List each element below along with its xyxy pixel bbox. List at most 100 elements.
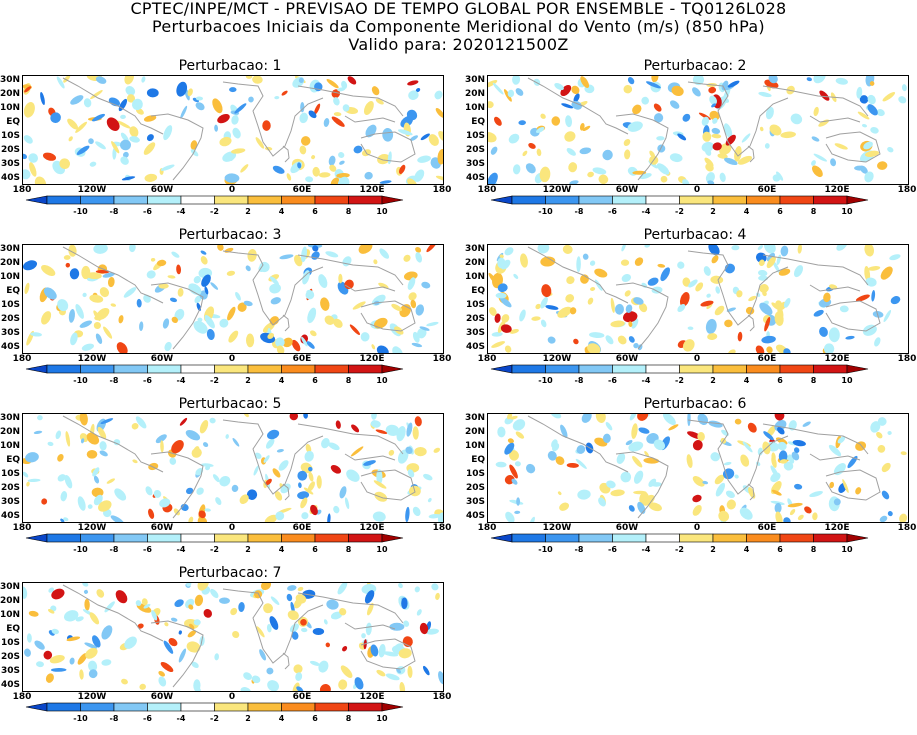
lat-label: 30S [0, 666, 20, 676]
anomaly-blob [219, 318, 229, 328]
anomaly-blob [833, 498, 841, 506]
anomaly-blob [867, 266, 881, 271]
anomaly-blob [358, 245, 373, 254]
anomaly-blob [774, 414, 785, 421]
anomaly-blob [727, 80, 740, 88]
colorbar: -10 -8 -6 -4 -2 2 4 6 8 10 [490, 195, 869, 216]
map-plot [22, 244, 444, 354]
anomaly-blob [298, 77, 304, 83]
anomaly-blob [269, 283, 281, 294]
anomaly-blob [511, 478, 518, 485]
anomaly-blob [289, 414, 298, 421]
anomaly-blob [196, 487, 204, 495]
anomaly-blob [51, 628, 59, 635]
anomaly-blob [490, 146, 498, 155]
anomaly-blob [329, 164, 337, 172]
anomaly-blob [711, 255, 719, 264]
colorbar-segment [545, 195, 580, 205]
anomaly-blob [776, 171, 784, 181]
anomaly-blob [633, 297, 644, 305]
anomaly-blob [305, 290, 315, 300]
anomaly-blob [243, 672, 253, 680]
anomaly-blob [639, 491, 649, 506]
anomaly-blob [79, 669, 84, 680]
anomaly-blob [155, 434, 167, 444]
anomaly-blob [173, 508, 181, 516]
anomaly-blob [156, 259, 167, 267]
lat-label: 10S [0, 131, 20, 141]
anomaly-blob [856, 86, 863, 99]
coastline [687, 250, 789, 326]
anomaly-blob [790, 113, 803, 125]
anomaly-blob [194, 594, 204, 607]
anomaly-blob [818, 119, 830, 127]
anomaly-blob [598, 497, 606, 507]
anomaly-blob [88, 138, 94, 145]
colorbar-tick-label: -10 [73, 545, 88, 554]
anomaly-blob [371, 344, 376, 350]
anomaly-blob [198, 510, 206, 519]
anomaly-blob [185, 487, 194, 495]
anomaly-blob [328, 442, 340, 451]
anomaly-blob [42, 152, 57, 161]
anomaly-blob [278, 460, 289, 471]
colorbar-tick-label: -6 [143, 545, 152, 554]
anomaly-blob [347, 76, 357, 85]
colorbar-segment [180, 533, 215, 543]
anomaly-blob [766, 252, 775, 262]
lon-label: 120E [359, 354, 385, 364]
anomaly-blob [398, 648, 412, 659]
anomaly-blob [668, 424, 679, 431]
anomaly-blob [174, 599, 184, 608]
colorbar-segment [348, 533, 383, 543]
colorbar-segment [746, 364, 781, 374]
colorbar-arrow-left [25, 195, 48, 205]
anomaly-blob [316, 475, 322, 489]
colorbar-arrow-left [490, 364, 513, 374]
anomaly-blob [190, 149, 199, 157]
colorbar-tick-label: 4 [744, 207, 750, 216]
coastline [150, 113, 204, 181]
lon-label: 0 [228, 185, 236, 195]
colorbar-segment [578, 364, 613, 374]
anomaly-blob [70, 332, 78, 346]
lat-label: 10S [465, 300, 485, 310]
anomaly-blob [632, 456, 643, 468]
anomaly-blob [41, 498, 48, 505]
colorbar-segment [712, 533, 747, 543]
anomaly-blob [412, 506, 421, 517]
anomaly-blob [75, 303, 84, 319]
coastline [360, 131, 416, 163]
colorbar-tick-label: -2 [210, 207, 219, 216]
anomaly-blob [229, 87, 237, 93]
anomaly-blob [488, 272, 498, 285]
anomaly-blob [212, 98, 223, 114]
anomaly-blob [89, 294, 104, 303]
anomaly-blob [509, 450, 519, 461]
anomaly-blob [692, 76, 705, 86]
anomaly-blob [293, 664, 303, 674]
anomaly-blob [723, 461, 732, 466]
anomaly-blob [560, 424, 568, 439]
anomaly-blob [763, 431, 774, 441]
colorbar-tick-label: -8 [110, 207, 119, 216]
anomaly-blob [235, 291, 241, 301]
anomaly-blob [755, 345, 765, 353]
colorbar-tick-label: -6 [143, 207, 152, 216]
anomaly-blob [248, 96, 254, 103]
anomaly-blob [209, 417, 216, 424]
anomaly-blob [882, 92, 896, 102]
anomaly-blob [435, 108, 443, 118]
coastline [825, 131, 881, 163]
anomaly-blob [66, 636, 81, 642]
anomaly-blob [417, 155, 431, 163]
anomaly-blob [306, 341, 315, 349]
colorbar-arrow-left [490, 533, 513, 543]
anomaly-blob [854, 165, 866, 171]
colorbar-segment [147, 533, 182, 543]
anomaly-blob [40, 91, 45, 106]
anomaly-blob [342, 104, 350, 112]
anomaly-blob [333, 112, 342, 117]
anomaly-blob [406, 109, 418, 121]
anomaly-blob [412, 426, 419, 440]
